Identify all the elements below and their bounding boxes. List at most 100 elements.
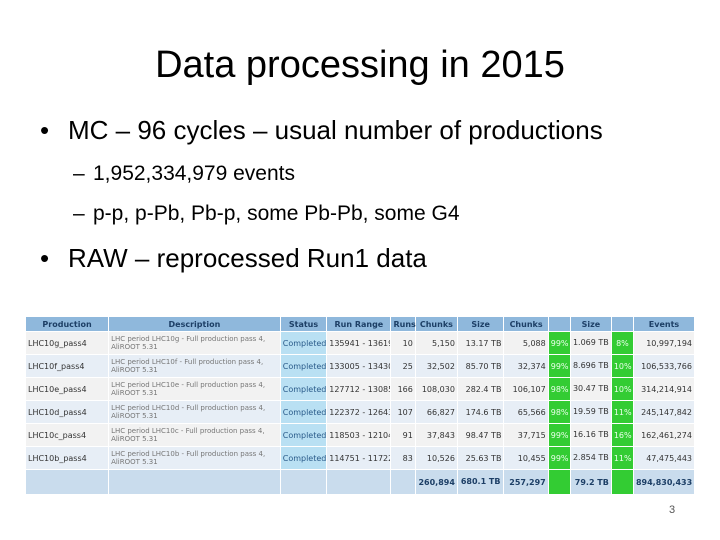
header-size-output[interactable]: Size [569, 316, 612, 332]
header-production[interactable]: Production [24, 316, 110, 332]
total-size-output: 79.2 TB [569, 469, 612, 495]
total-size: 680.1 TB [456, 469, 505, 495]
description-line: AliROOT 5.31 [111, 458, 158, 466]
table-totals-row: 260,894 680.1 TB 257,297 79.2 TB 894,830… [24, 469, 696, 495]
totals-cell [390, 469, 416, 495]
cell-events: 314,214,914 [632, 377, 696, 401]
bullet-text: MC – 96 cycles – usual number of product… [68, 115, 603, 145]
production-table: Production Description Status Run Range … [24, 316, 696, 495]
totals-cell [108, 469, 281, 495]
cell-size-output: 16.16 TB [569, 423, 612, 447]
subbullet-events: –1,952,334,979 events [73, 160, 295, 188]
total-chunks: 260,894 [414, 469, 458, 495]
description-line: LHC period LHC10c - Full production pass… [111, 427, 265, 435]
cell-status: Completed [279, 331, 328, 355]
cell-percent-chunks: 99% [547, 354, 571, 378]
page-number: 3 [669, 504, 676, 516]
cell-percent-size: 11% [610, 446, 634, 470]
cell-run-range: 133005 - 134304 [326, 354, 392, 378]
cell-events: 10,997,194 [632, 331, 696, 355]
cell-runs: 83 [390, 446, 416, 470]
cell-description: LHC period LHC10f - Full production pass… [108, 354, 281, 378]
table-row[interactable]: LHC10d_pass4 LHC period LHC10d - Full pro… [24, 400, 696, 424]
cell-events: 162,461,274 [632, 423, 696, 447]
cell-description: LHC period LHC10c - Full production pass… [108, 423, 281, 447]
cell-chunks: 5,150 [414, 331, 458, 355]
cell-size: 13.17 TB [456, 331, 505, 355]
header-chunks[interactable]: Chunks [414, 316, 458, 332]
bullet-raw: • RAW – reprocessed Run1 data [40, 241, 427, 275]
table-row[interactable]: LHC10e_pass4 LHC period LHC10e - Full pro… [24, 377, 696, 401]
cell-status: Completed [279, 446, 328, 470]
description-line: LHC period LHC10g - Full production pass… [111, 335, 266, 343]
cell-size-output: 1.069 TB [569, 331, 612, 355]
header-status[interactable]: Status [279, 316, 328, 332]
cell-production[interactable]: LHC10d_pass4 [24, 400, 110, 424]
cell-production[interactable]: LHC10f_pass4 [24, 354, 110, 378]
table-row[interactable]: LHC10c_pass4 LHC period LHC10c - Full pro… [24, 423, 696, 447]
cell-chunks-processed: 5,088 [503, 331, 549, 355]
description-line: AliROOT 5.31 [111, 412, 158, 420]
header-run-range[interactable]: Run Range [326, 316, 392, 332]
header-size[interactable]: Size [456, 316, 505, 332]
totals-percent-cell [610, 469, 634, 495]
cell-size-output: 30.47 TB [569, 377, 612, 401]
totals-cell [279, 469, 328, 495]
cell-runs: 10 [390, 331, 416, 355]
cell-events: 106,533,766 [632, 354, 696, 378]
table-row[interactable]: LHC10g_pass4 LHC period LHC10g - Full pro… [24, 331, 696, 355]
cell-size: 25.63 TB [456, 446, 505, 470]
cell-percent-size: 16% [610, 423, 634, 447]
cell-size: 98.47 TB [456, 423, 505, 447]
cell-description: LHC period LHC10e - Full production pass… [108, 377, 281, 401]
totals-cell [326, 469, 392, 495]
description-line: LHC period LHC10b - Full production pass… [111, 450, 266, 458]
cell-percent-size: 8% [610, 331, 634, 355]
description-line: AliROOT 5.31 [111, 366, 158, 374]
totals-percent-cell [547, 469, 571, 495]
header-percent-size [610, 316, 634, 332]
header-runs[interactable]: Runs [390, 316, 416, 332]
cell-size: 282.4 TB [456, 377, 505, 401]
cell-production[interactable]: LHC10e_pass4 [24, 377, 110, 401]
cell-run-range: 135941 - 136193 [326, 331, 392, 355]
cell-production[interactable]: LHC10b_pass4 [24, 446, 110, 470]
cell-chunks: 108,030 [414, 377, 458, 401]
header-chunks-processed[interactable]: Chunks [503, 316, 549, 332]
description-line: AliROOT 5.31 [111, 389, 158, 397]
cell-runs: 25 [390, 354, 416, 378]
table-header-row: Production Description Status Run Range … [24, 316, 696, 332]
subbullet-marker: – [73, 202, 85, 225]
total-events: 894,830,433 [632, 469, 696, 495]
header-description[interactable]: Description [108, 316, 281, 332]
cell-status: Completed [279, 400, 328, 424]
subbullet-marker: – [73, 162, 85, 185]
cell-percent-chunks: 99% [547, 423, 571, 447]
cell-size-output: 2.854 TB [569, 446, 612, 470]
subbullet-text: p-p, p-Pb, Pb-p, some Pb-Pb, some G4 [93, 202, 460, 225]
header-percent [547, 316, 571, 332]
cell-size: 85.70 TB [456, 354, 505, 378]
cell-events: 245,147,842 [632, 400, 696, 424]
table-row[interactable]: LHC10f_pass4 LHC period LHC10f - Full pro… [24, 354, 696, 378]
cell-run-range: 127712 - 130850 [326, 377, 392, 401]
cell-runs: 91 [390, 423, 416, 447]
cell-percent-size: 11% [610, 400, 634, 424]
totals-cell [24, 469, 110, 495]
cell-production[interactable]: LHC10g_pass4 [24, 331, 110, 355]
total-chunks-processed: 257,297 [503, 469, 549, 495]
subbullet-text: 1,952,334,979 events [93, 162, 296, 185]
cell-production[interactable]: LHC10c_pass4 [24, 423, 110, 447]
description-line: AliROOT 5.31 [111, 343, 158, 351]
header-events[interactable]: Events [632, 316, 696, 332]
cell-percent-size: 10% [610, 377, 634, 401]
cell-run-range: 122372 - 126437 [326, 400, 392, 424]
cell-description: LHC period LHC10b - Full production pass… [108, 446, 281, 470]
description-line: LHC period LHC10e - Full production pass… [111, 381, 266, 389]
cell-events: 47,475,443 [632, 446, 696, 470]
cell-percent-chunks: 98% [547, 400, 571, 424]
cell-percent-chunks: 98% [547, 377, 571, 401]
bullet-marker: • [40, 243, 50, 273]
table-row[interactable]: LHC10b_pass4 LHC period LHC10b - Full pro… [24, 446, 696, 470]
cell-chunks: 10,526 [414, 446, 458, 470]
